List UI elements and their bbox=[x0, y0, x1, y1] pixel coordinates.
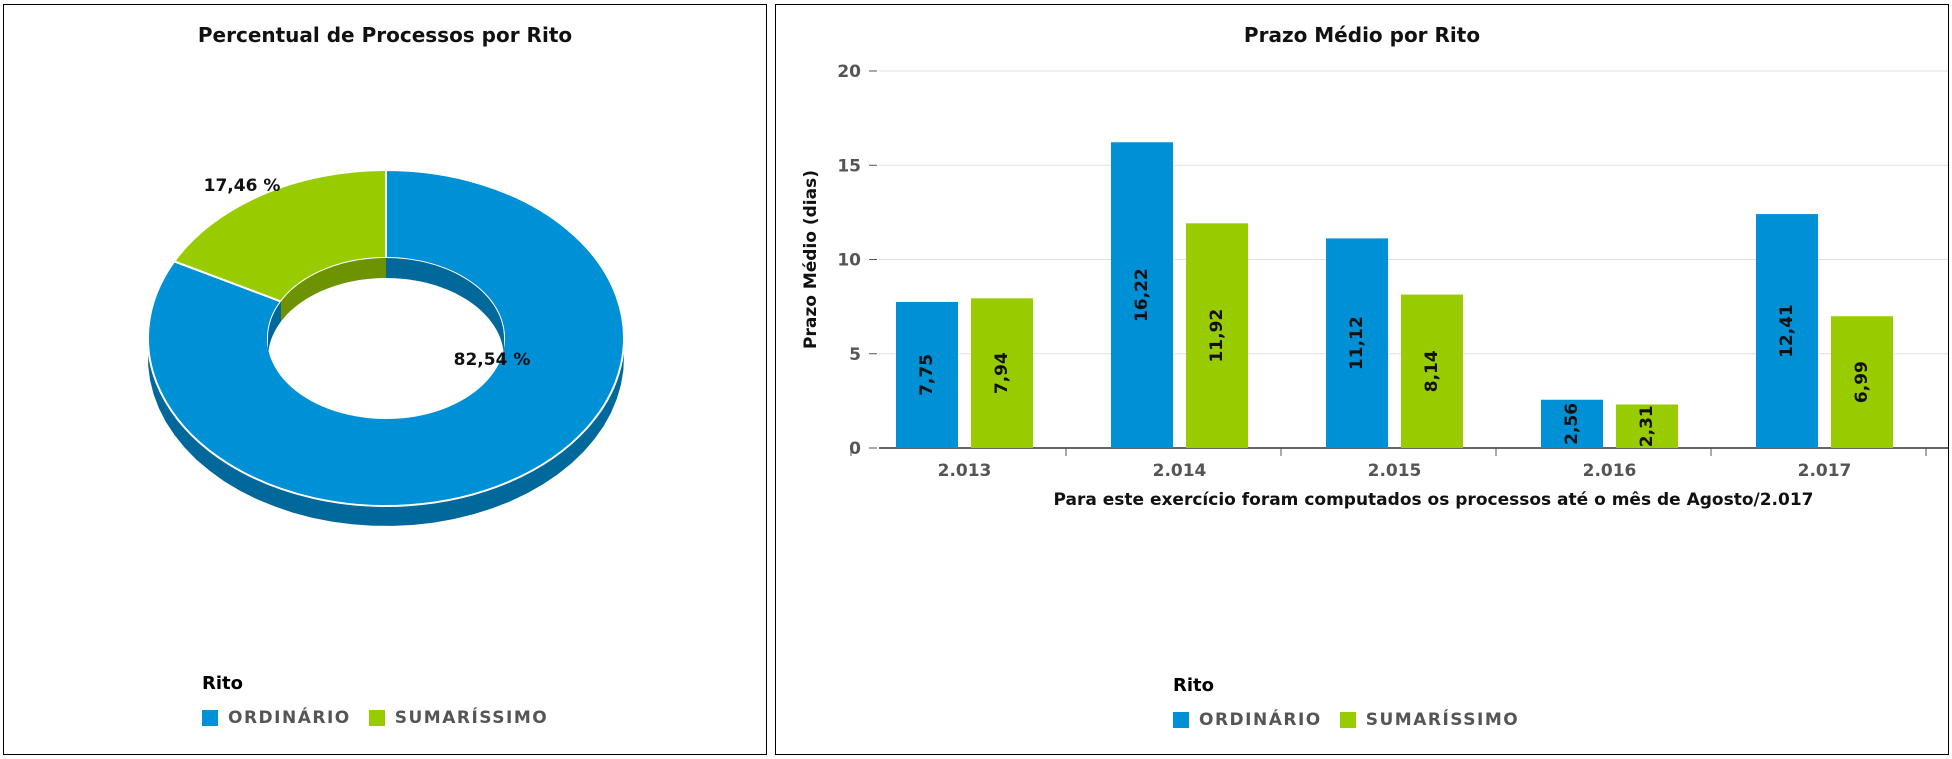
bar-ordinario-2.017[interactable] bbox=[1756, 214, 1818, 448]
bar-data-label: 2,56 bbox=[1562, 403, 1582, 445]
pie-hole-wall-ordinario-1 bbox=[268, 301, 281, 358]
pie-chart: 82,54 % 17,46 % bbox=[147, 168, 625, 526]
pie-label-sumarissimo: 17,46 % bbox=[204, 176, 281, 196]
bar-data-label: 7,75 bbox=[917, 354, 937, 396]
bar-legend-label-ordinario: ORDINÁRIO bbox=[1199, 710, 1322, 730]
bar-ordinario-2.013[interactable] bbox=[896, 301, 958, 448]
bar-ordinario-2.015[interactable] bbox=[1326, 238, 1388, 448]
bar-data-label: 7,94 bbox=[992, 352, 1012, 394]
pie-legend: Rito ORDINÁRIO SUMARÍSSIMO bbox=[202, 673, 566, 728]
bar-legend-item-sumarissimo[interactable]: SUMARÍSSIMO bbox=[1339, 710, 1520, 730]
pie-slice-ordinario[interactable] bbox=[147, 168, 625, 507]
bar-data-label: 11,12 bbox=[1347, 316, 1367, 370]
y-tick-label: 10 bbox=[837, 251, 861, 271]
bar-sumarissimo-2.015[interactable] bbox=[1401, 294, 1463, 448]
pie-legend-item-sumarissimo[interactable]: SUMARÍSSIMO bbox=[368, 708, 549, 728]
x-tick-label: 2.013 bbox=[938, 461, 992, 481]
x-tick-label: 2.014 bbox=[1153, 461, 1207, 481]
pie-legend-label-ordinario: ORDINÁRIO bbox=[228, 708, 351, 728]
y-axis-label: Prazo Médio (dias) bbox=[801, 170, 821, 349]
bar-chart-panel: Prazo Médio por Rito 0 5 10 15 20 Prazo Médio… bbox=[775, 4, 1949, 755]
pie-legend-label-sumarissimo: SUMARÍSSIMO bbox=[394, 708, 549, 728]
bar-legend: Rito ORDINÁRIO SUMARÍSSIMO bbox=[1173, 675, 1537, 730]
pie-label-ordinario: 82,54 % bbox=[454, 350, 531, 370]
x-tick-label: 2.016 bbox=[1583, 461, 1637, 481]
pie-legend-swatch-sumarissimo bbox=[368, 710, 385, 726]
bar-sumarissimo-2.014[interactable] bbox=[1186, 223, 1248, 448]
bar-ordinario-2.016[interactable] bbox=[1541, 399, 1603, 448]
bar-data-label: 8,14 bbox=[1422, 350, 1442, 392]
bar-chart: 0 5 10 15 20 Prazo Médio (dias) 2.013 7,75 7,94 2… bbox=[801, 62, 1948, 510]
bar-sumarissimo-2.013[interactable] bbox=[971, 298, 1033, 448]
y-tick-label: 5 bbox=[849, 345, 861, 365]
x-tick-label: 2.017 bbox=[1798, 461, 1852, 481]
pie-chart-panel: Percentual de Processos por Rito 82,54 %… bbox=[3, 4, 767, 755]
bar-data-label: 11,92 bbox=[1207, 309, 1227, 363]
bar-data-label: 12,41 bbox=[1777, 304, 1797, 358]
pie-legend-swatch-ordinario bbox=[202, 710, 218, 726]
x-tick-label: 2.015 bbox=[1368, 461, 1422, 481]
bar-chart-title: Prazo Médio por Rito bbox=[1243, 23, 1481, 47]
bar-legend-label-sumarissimo: SUMARÍSSIMO bbox=[1365, 710, 1520, 730]
bar-legend-swatch-sumarissimo bbox=[1339, 712, 1356, 728]
pie-hole-wall-sumarissimo-0 bbox=[281, 258, 386, 322]
y-tick-label: 20 bbox=[837, 62, 861, 82]
y-tick-label: 0 bbox=[849, 439, 861, 459]
y-tick-label: 15 bbox=[837, 156, 861, 176]
pie-legend-item-ordinario[interactable]: ORDINÁRIO bbox=[202, 708, 351, 728]
bar-ordinario-2.014[interactable] bbox=[1111, 142, 1173, 449]
bar-legend-item-ordinario[interactable]: ORDINÁRIO bbox=[1173, 710, 1322, 730]
pie-chart-title: Percentual de Processos por Rito bbox=[197, 23, 573, 47]
bar-legend-title: Rito bbox=[1173, 675, 1215, 696]
pie-legend-title: Rito bbox=[202, 673, 244, 694]
bar-data-label: 2,31 bbox=[1637, 405, 1657, 447]
bar-sumarissimo-2.017[interactable] bbox=[1831, 316, 1893, 448]
x-axis-label: Para este exercício foram computados os … bbox=[1053, 490, 1813, 510]
pie-hole-wall-ordinario-0 bbox=[386, 258, 504, 358]
bar-data-label: 16,22 bbox=[1132, 268, 1152, 322]
bar-data-label: 6,99 bbox=[1852, 361, 1872, 403]
bar-legend-swatch-ordinario bbox=[1173, 712, 1189, 728]
bar-sumarissimo-2.016[interactable] bbox=[1616, 404, 1678, 448]
